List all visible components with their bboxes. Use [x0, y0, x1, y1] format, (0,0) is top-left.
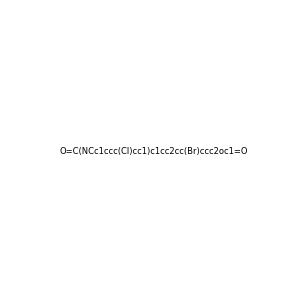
Text: O=C(NCc1ccc(Cl)cc1)c1cc2cc(Br)ccc2oc1=O: O=C(NCc1ccc(Cl)cc1)c1cc2cc(Br)ccc2oc1=O: [59, 147, 248, 156]
